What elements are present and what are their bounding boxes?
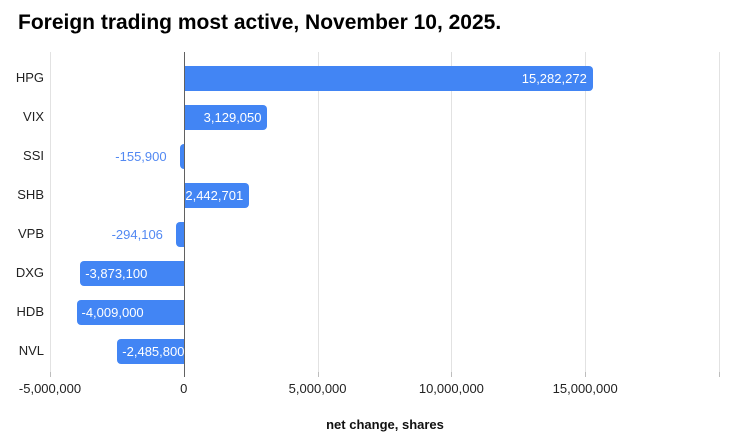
category-label-dxg: DXG — [15, 265, 44, 280]
category-label-hdb: HDB — [16, 304, 44, 319]
bar-value-label-vpb: -294,106 — [111, 226, 163, 242]
bar-vpb — [175, 221, 184, 247]
category-label-ssi: SSI — [23, 148, 44, 163]
bar-dxg — [80, 260, 184, 286]
chart-title: Foreign trading most active, November 10… — [18, 11, 502, 34]
axis-tick — [585, 372, 586, 377]
bar-value-label-ssi: -155,900 — [115, 148, 167, 164]
x-tick-label: -5,000,000 — [18, 381, 82, 396]
axis-tick — [719, 372, 720, 377]
bar-value-label-shb: 2,442,701 — [185, 187, 244, 203]
bar-value-label-nvl: -2,485,800 — [122, 343, 185, 359]
category-label-hpg: HPG — [15, 70, 44, 85]
bar-value-label-hdb: -4,009,000 — [81, 304, 144, 320]
category-label-shb: SHB — [17, 187, 44, 202]
plot-area: 15,282,272 3,129,050 -155,900 2,442,701 -294… — [50, 52, 720, 377]
bar-value-label-hpg: 15,282,272 — [521, 70, 587, 86]
category-label-nvl: NVL — [18, 343, 44, 358]
bar-value-label-dxg: -3,873,100 — [85, 265, 148, 281]
bar-value-label-vix: 3,129,050 — [203, 109, 262, 125]
axis-tick — [50, 372, 51, 377]
x-tick-label: 10,000,000 — [418, 381, 484, 396]
gridline — [50, 52, 51, 372]
bar-hdb — [76, 299, 184, 325]
gridline — [585, 52, 586, 372]
x-tick-label: 15,000,000 — [552, 381, 618, 396]
axis-tick — [451, 372, 452, 377]
axis-tick — [318, 372, 319, 377]
x-tick-label: 5,000,000 — [288, 381, 347, 396]
category-label-vpb: VPB — [17, 226, 44, 241]
category-label-vix: VIX — [23, 109, 44, 124]
zero-axis-line — [184, 52, 185, 377]
gridline — [719, 52, 720, 372]
bar-shb — [183, 182, 250, 208]
bar-nvl — [117, 338, 184, 364]
gridline — [451, 52, 452, 372]
x-tick-label: 0 — [180, 381, 188, 396]
bar-ssi — [179, 143, 184, 169]
bar-hpg — [183, 65, 593, 91]
gridline — [318, 52, 319, 372]
bar-vix — [183, 104, 268, 130]
x-axis-title: net change, shares — [326, 417, 444, 432]
